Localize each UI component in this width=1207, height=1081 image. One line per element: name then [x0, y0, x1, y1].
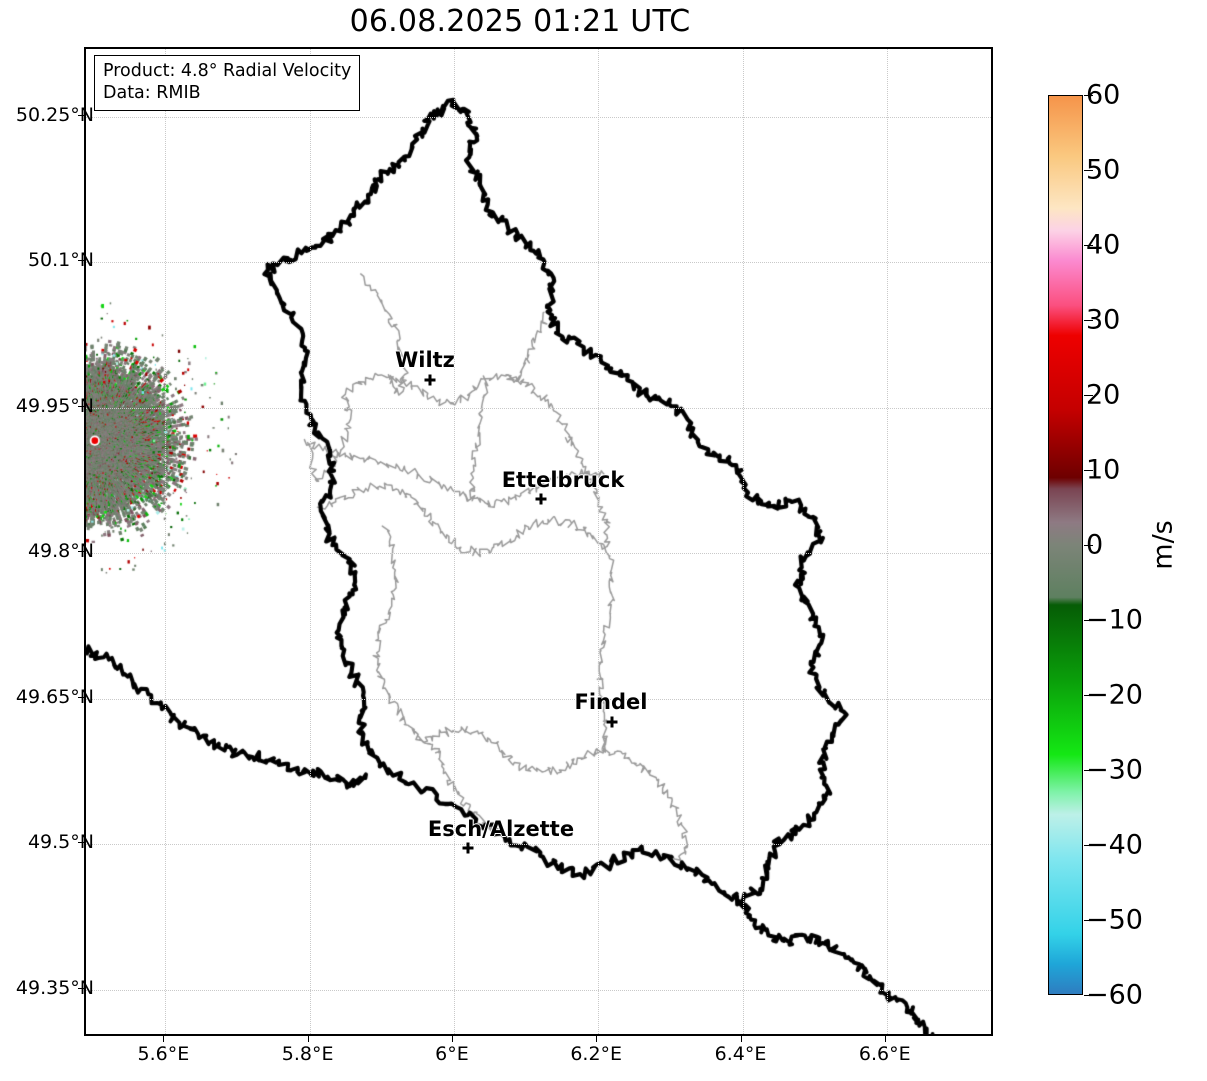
gridline-vertical [165, 49, 167, 1034]
city-marker-icon [606, 716, 619, 729]
colorbar-tick-mark [1084, 170, 1093, 171]
colorbar-tick-mark [1084, 545, 1093, 546]
gridline-horizontal [86, 698, 991, 700]
city-label: Findel [574, 690, 648, 714]
x-axis-tick-label: 6.6°E [858, 1043, 911, 1065]
gridline-horizontal [86, 553, 991, 555]
colorbar-tick-mark [1084, 470, 1093, 471]
x-axis-tick-mark [740, 1036, 742, 1042]
colorbar-tick-mark [1084, 320, 1093, 321]
gridline-vertical [742, 49, 744, 1034]
city-label: Ettelbruck [501, 468, 625, 492]
colorbar-tick-label: −40 [1086, 829, 1143, 861]
colorbar-tick-mark [1084, 620, 1093, 621]
colorbar-tick-mark [1084, 695, 1093, 696]
x-axis-tick-mark [884, 1036, 886, 1042]
city-marker-icon [535, 493, 548, 506]
product-info-box: Product: 4.8° Radial Velocity Data: RMIB [94, 55, 361, 111]
data-source-label: Data: RMIB [103, 83, 201, 104]
y-axis-tick-label: 50.1°N [27, 249, 94, 272]
y-axis-tick-mark [78, 260, 84, 262]
city-label: Wiltz [395, 348, 455, 372]
x-axis-tick-mark [307, 1036, 309, 1042]
y-axis-tick-label: 49.65°N [15, 685, 94, 708]
colorbar-tick-label: −30 [1086, 754, 1143, 786]
colorbar-tick-label: −20 [1086, 679, 1143, 711]
y-axis-tick-label: 49.95°N [15, 394, 94, 417]
x-axis-tick-label: 6.2°E [570, 1043, 623, 1065]
y-axis-tick-mark [78, 987, 84, 989]
gridline-horizontal [86, 989, 991, 991]
y-axis-tick-mark [78, 842, 84, 844]
y-axis-tick-label: 49.35°N [15, 976, 94, 999]
y-axis-tick-mark [78, 114, 84, 116]
colorbar-tick-label: −60 [1086, 979, 1143, 1011]
colorbar-tick-mark [1084, 845, 1093, 846]
city-marker-icon [462, 842, 475, 855]
colorbar-tick-mark [1084, 245, 1093, 246]
colorbar-axis-label: m/s [1147, 520, 1179, 570]
gridline-horizontal [86, 844, 991, 846]
city-label: Esch/Alzette [427, 817, 575, 841]
colorbar-tick-mark [1084, 995, 1093, 996]
gridline-horizontal [86, 262, 991, 264]
colorbar-tick-mark [1084, 920, 1093, 921]
city-marker-icon [424, 374, 437, 387]
y-axis-tick-label: 49.5°N [27, 831, 94, 854]
gridline-vertical [598, 49, 600, 1034]
colorbar-gradient [1049, 96, 1082, 994]
radar-map-canvas [86, 49, 991, 1034]
y-axis-tick-label: 50.25°N [15, 103, 94, 126]
x-axis-tick-label: 5.6°E [137, 1043, 190, 1065]
product-label: Product: 4.8° Radial Velocity [103, 61, 352, 81]
colorbar-tick-label: 0 [1086, 529, 1104, 561]
colorbar-tick-label: −50 [1086, 904, 1143, 936]
x-axis-tick-mark [451, 1036, 453, 1042]
page-title: 06.08.2025 01:21 UTC [349, 4, 691, 39]
y-axis-tick-label: 49.8°N [27, 540, 94, 563]
map-canvas [86, 49, 991, 1034]
gridline-horizontal [86, 116, 991, 118]
x-axis-tick-label: 6°E [435, 1043, 469, 1065]
y-axis-tick-mark [78, 696, 84, 698]
x-axis-tick-label: 5.8°E [281, 1043, 334, 1065]
map-plot-area[interactable]: Product: 4.8° Radial Velocity Data: RMIB [84, 47, 993, 1036]
x-axis-tick-mark [163, 1036, 165, 1042]
x-axis-tick-label: 6.4°E [714, 1043, 767, 1065]
colorbar[interactable] [1048, 95, 1083, 995]
y-axis-tick-mark [78, 405, 84, 407]
gridline-vertical [453, 49, 455, 1034]
colorbar-tick-mark [1084, 770, 1093, 771]
colorbar-tick-label: −10 [1086, 604, 1143, 636]
x-axis-tick-mark [596, 1036, 598, 1042]
gridline-horizontal [86, 407, 991, 409]
gridline-vertical [886, 49, 888, 1034]
y-axis-tick-mark [78, 551, 84, 553]
colorbar-tick-mark [1084, 95, 1093, 96]
colorbar-tick-mark [1084, 395, 1093, 396]
gridline-vertical [309, 49, 311, 1034]
